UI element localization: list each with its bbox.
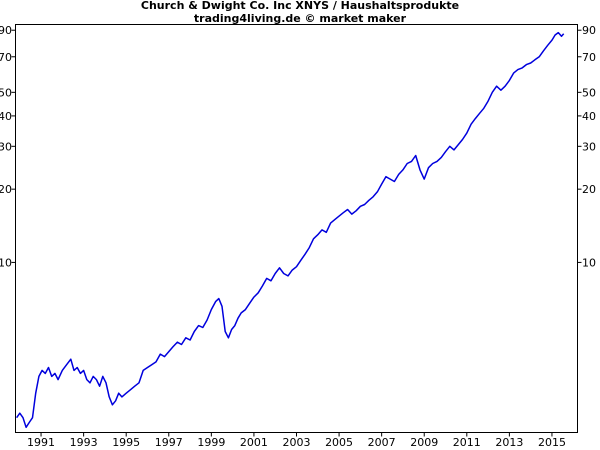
y-axis-left: 10 20 30 40 50 70 90 <box>0 24 16 269</box>
x-tick-label: 2001 <box>240 436 268 449</box>
y-tick-label-left: 90 <box>0 24 12 37</box>
y-tick-label-left: 50 <box>0 86 12 99</box>
y-tick-label-right: 50 <box>582 86 596 99</box>
x-tick-label: 1997 <box>155 436 183 449</box>
chart-subtitle: trading4living.de © market maker <box>193 12 407 25</box>
y-tick-label-left: 10 <box>0 256 12 269</box>
y-tick-label-right: 10 <box>582 256 596 269</box>
plot-area-frame <box>15 24 578 433</box>
y-tick-label-left: 30 <box>0 140 12 153</box>
chart-title: Church & Dwight Co. Inc XNYS / Haushalts… <box>140 0 460 12</box>
x-tick-label: 2013 <box>495 436 523 449</box>
y-tick-label-right: 30 <box>582 140 596 153</box>
y-axis-right: 10 20 30 40 50 70 90 <box>577 24 596 269</box>
x-axis: 1991 1993 1995 1997 1999 2001 2003 2005 2007 2009… <box>27 432 566 449</box>
price-line <box>15 31 565 429</box>
x-tick-label: 1995 <box>112 436 140 449</box>
x-tick-label: 2003 <box>283 436 311 449</box>
y-tick-label-left: 40 <box>0 110 12 123</box>
x-tick-label: 2011 <box>453 436 481 449</box>
x-tick-label: 1993 <box>70 436 98 449</box>
x-tick-label: 1991 <box>27 436 55 449</box>
x-tick-label: 2005 <box>325 436 353 449</box>
y-tick-label-right: 70 <box>582 51 596 64</box>
x-tick-label: 2007 <box>368 436 396 449</box>
y-tick-label-left: 20 <box>0 183 12 196</box>
y-tick-label-left: 70 <box>0 51 12 64</box>
y-tick-label-right: 20 <box>582 183 596 196</box>
x-tick-label: 2015 <box>538 436 566 449</box>
x-tick-label: 2009 <box>410 436 438 449</box>
x-tick-label: 1999 <box>197 436 225 449</box>
y-tick-label-right: 90 <box>582 24 596 37</box>
y-tick-label-right: 40 <box>582 110 596 123</box>
